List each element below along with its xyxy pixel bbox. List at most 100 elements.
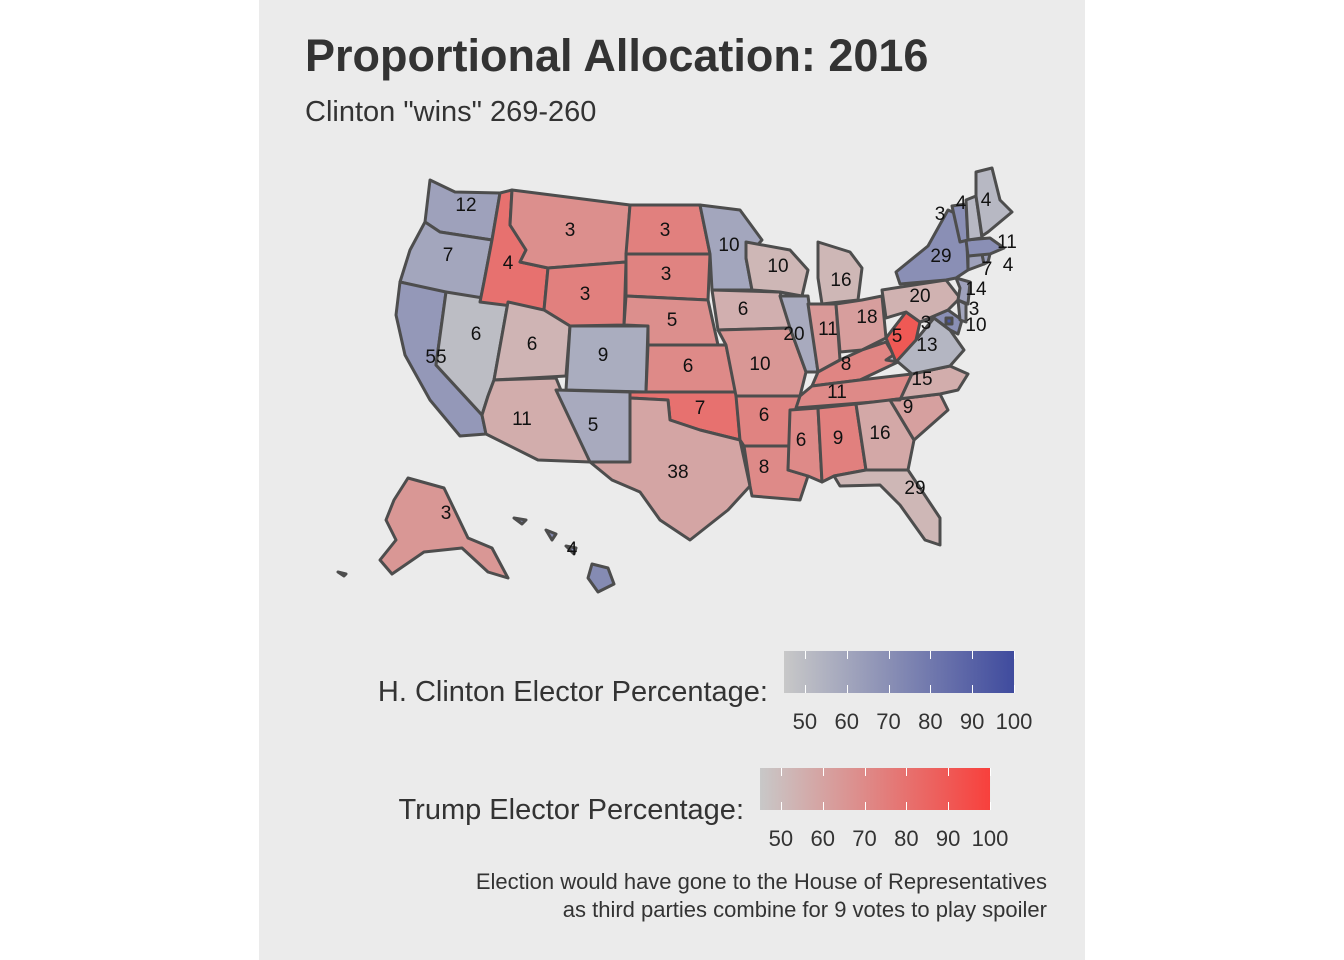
state-wi [744, 240, 810, 298]
legend-tick-mark [780, 802, 782, 810]
label-fl: 29 [904, 478, 925, 499]
label-nd: 3 [660, 220, 671, 241]
label-ok: 7 [695, 398, 706, 419]
legend-tick-label: 100 [995, 709, 1033, 734]
state-me [974, 166, 1014, 238]
label-id: 4 [503, 253, 514, 274]
legend-tick-label: 60 [834, 709, 859, 734]
label-wv: 5 [892, 326, 903, 347]
legend-tick-label: 60 [810, 826, 835, 851]
label-az: 11 [512, 409, 532, 430]
state-ia [710, 288, 792, 332]
label-nc: 15 [911, 369, 932, 390]
label-ar: 6 [759, 405, 770, 426]
label-tx: 38 [667, 462, 688, 483]
state-nj [954, 276, 972, 306]
state-dc [944, 316, 954, 326]
label-oh: 18 [856, 307, 877, 328]
aleutian-islands [336, 570, 348, 578]
label-ct: 7 [982, 259, 993, 280]
legend-tick-mark [1014, 685, 1015, 693]
label-me: 4 [981, 190, 992, 211]
label-nm: 5 [588, 415, 599, 436]
legend-clinton-colorbar [784, 651, 1014, 693]
legend-tick-mark [948, 768, 950, 776]
label-mt: 3 [565, 220, 576, 241]
label-ms: 6 [796, 430, 807, 451]
label-ga: 16 [869, 423, 890, 444]
state-va [884, 316, 966, 376]
label-il: 20 [783, 324, 804, 345]
caption-line-2: as third parties combine for 9 votes to … [562, 897, 1047, 922]
label-tn: 11 [827, 382, 847, 403]
us-electoral-map: 12 7 55 6 4 3 3 6 11 9 5 3 3 5 6 7 38 10… [336, 166, 1017, 594]
label-or: 7 [443, 245, 454, 266]
legend-tick-mark [846, 651, 848, 659]
label-hi: 4 [567, 539, 578, 560]
legend-tick-mark [930, 685, 932, 693]
state-pa [880, 278, 962, 324]
legend-tick-mark [846, 685, 848, 693]
label-sd: 3 [661, 264, 672, 285]
label-va: 13 [916, 335, 937, 356]
caption: Election would have gone to the House of… [287, 868, 1047, 924]
legend-tick-mark [972, 685, 974, 693]
caption-line-1: Election would have gone to the House of… [475, 869, 1047, 894]
state-hi [512, 516, 616, 594]
label-wa: 12 [455, 195, 476, 216]
legend-tick-mark [990, 802, 991, 810]
label-vt: 3 [935, 204, 946, 225]
legend-tick-mark [906, 768, 908, 776]
state-nh [964, 194, 984, 242]
legend-tick-mark [864, 802, 866, 810]
label-ri: 4 [1003, 255, 1014, 276]
legend-tick-mark [864, 768, 866, 776]
state-ak [378, 476, 510, 580]
state-tx [588, 396, 752, 542]
legend-tick-mark [972, 651, 974, 659]
page-subtitle: Clinton "wins" 269-260 [305, 96, 597, 128]
legend-tick-label: 80 [918, 709, 943, 734]
legend-tick-mark [930, 651, 932, 659]
label-ak: 3 [441, 503, 452, 524]
label-de: 3 [969, 299, 980, 320]
legend-trump-colorbar [760, 768, 990, 810]
label-in: 11 [818, 319, 838, 340]
state-ma [964, 236, 1006, 258]
label-nj: 14 [965, 279, 987, 300]
legend-tick-mark [948, 802, 950, 810]
label-sc: 9 [903, 397, 914, 418]
legend-tick-mark [990, 768, 991, 776]
legend-tick-label: 90 [959, 709, 985, 734]
legend-tick-label: 70 [876, 709, 901, 734]
legend-tick-label: 50 [792, 709, 818, 734]
label-wy: 3 [580, 284, 591, 305]
label-pa: 20 [909, 286, 930, 307]
label-ut: 6 [527, 334, 538, 355]
legend-tick-label: 90 [935, 826, 961, 851]
legend-tick-mark [822, 768, 824, 776]
label-md: 10 [965, 315, 986, 336]
label-nv: 6 [471, 324, 482, 345]
legend-tick-mark [888, 651, 890, 659]
label-wi: 10 [767, 256, 788, 277]
state-fl [832, 468, 942, 547]
legend-tick-mark [804, 685, 806, 693]
label-mo: 10 [749, 354, 770, 375]
legend-tick-mark [804, 651, 806, 659]
legend-tick-mark [780, 768, 782, 776]
legend-tick-mark [1014, 651, 1015, 659]
label-ny: 29 [930, 246, 951, 267]
label-ia: 6 [738, 299, 749, 320]
legend-tick-mark [888, 685, 890, 693]
label-mn: 10 [718, 235, 739, 256]
legend-clinton-title: H. Clinton Elector Percentage: [377, 676, 768, 708]
legend-tick-label: 100 [971, 826, 1009, 851]
label-mi: 16 [830, 270, 851, 291]
state-ms [786, 406, 824, 484]
legend-tick-label: 70 [852, 826, 877, 851]
label-dc: 3 [921, 313, 932, 334]
legend-tick-mark [906, 802, 908, 810]
legend-tick-mark [822, 802, 824, 810]
label-al: 9 [833, 428, 844, 449]
